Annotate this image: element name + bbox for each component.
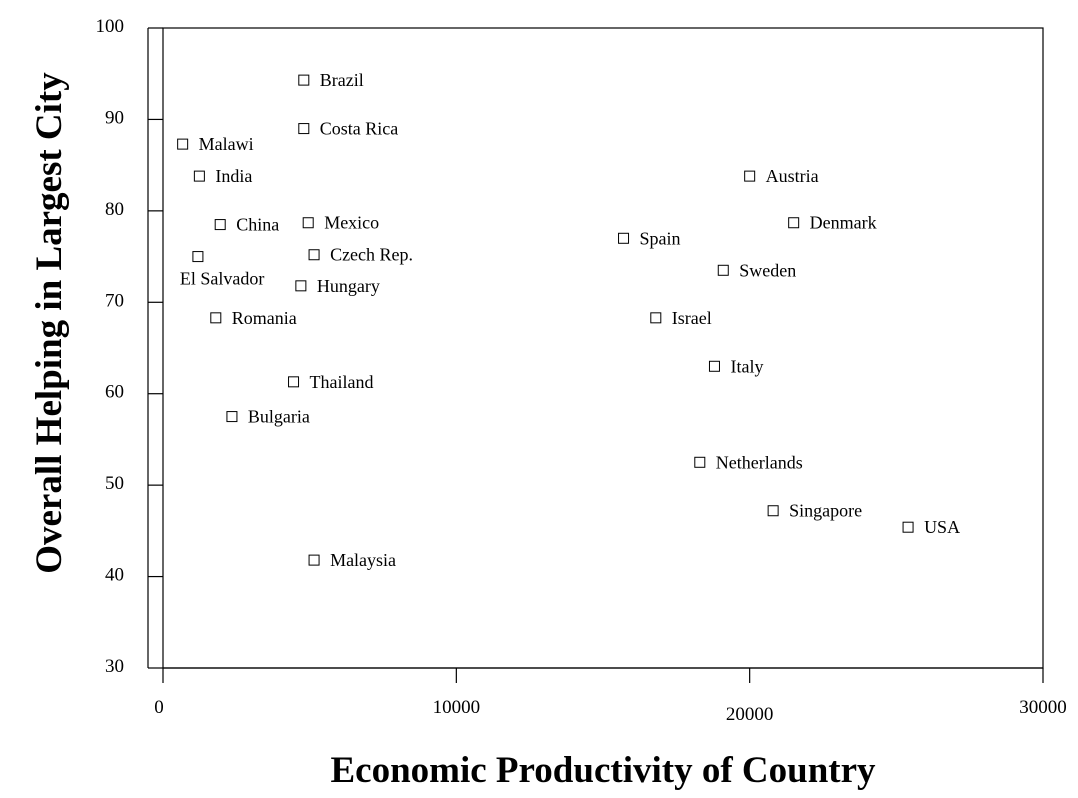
point-label: Spain — [640, 228, 681, 248]
point-marker — [193, 170, 205, 182]
point-marker — [650, 312, 662, 324]
data-point: China — [214, 215, 279, 235]
data-points: Brazil Costa Rica Malawi India Austria China M… — [177, 70, 960, 570]
point-label: Netherlands — [716, 452, 803, 472]
point-marker — [210, 312, 222, 324]
point-label: USA — [924, 517, 960, 537]
point-label: Israel — [672, 308, 712, 328]
point-marker — [717, 264, 729, 276]
y-tick-label: 100 — [96, 16, 125, 37]
point-label: Denmark — [810, 213, 877, 233]
y-axis-title: Overall Helping in Largest City — [29, 72, 70, 574]
data-point: Austria — [744, 166, 819, 186]
x-tick-label: 10000 — [433, 697, 481, 718]
y-tick-label: 60 — [105, 382, 124, 403]
data-point: Netherlands — [694, 452, 803, 472]
data-point: Malaysia — [308, 550, 396, 570]
point-marker — [192, 251, 204, 263]
point-label: Romania — [232, 308, 297, 328]
axes: 30 40 50 60 70 80 90 100 0 10000 20000 30000 — [96, 16, 1067, 725]
data-point: India — [193, 166, 252, 186]
data-point: Thailand — [288, 372, 374, 392]
point-label: Bulgaria — [248, 407, 310, 427]
data-point: Bulgaria — [226, 407, 310, 427]
y-tick-label: 70 — [105, 290, 124, 311]
point-marker — [788, 217, 800, 229]
point-label: Costa Rica — [320, 119, 399, 139]
point-marker — [618, 232, 630, 244]
y-tick-label: 90 — [105, 107, 124, 128]
plot-frame — [162, 27, 1044, 669]
point-marker — [694, 456, 706, 468]
point-label: Hungary — [317, 276, 380, 296]
point-label: Brazil — [320, 70, 364, 90]
point-label: China — [236, 215, 279, 235]
point-label: El Salvador — [180, 269, 264, 289]
x-tick-label: 30000 — [1019, 697, 1067, 718]
data-point: Singapore — [767, 501, 862, 521]
point-label: India — [215, 166, 252, 186]
data-point: Italy — [708, 356, 763, 376]
data-point: Costa Rica — [298, 119, 399, 139]
point-marker — [744, 170, 756, 182]
point-marker — [177, 138, 189, 150]
point-marker — [308, 554, 320, 566]
y-tick-label: 40 — [105, 565, 124, 586]
point-marker — [308, 249, 320, 261]
y-tick-label: 80 — [105, 199, 124, 220]
y-tick-label: 50 — [105, 473, 124, 494]
point-marker — [288, 376, 300, 388]
data-point: USA — [902, 517, 960, 537]
data-point: Israel — [650, 308, 712, 328]
data-point: El Salvador — [180, 251, 264, 289]
data-point: Mexico — [302, 213, 379, 233]
point-label: Italy — [730, 356, 763, 376]
data-point: Brazil — [298, 70, 364, 90]
point-marker — [767, 505, 779, 517]
point-label: Sweden — [739, 260, 796, 280]
data-point: Czech Rep. — [308, 245, 413, 265]
point-marker — [302, 217, 314, 229]
point-marker — [226, 411, 238, 423]
x-axis-title: Economic Productivity of Country — [330, 750, 876, 791]
y-tick-label: 30 — [105, 656, 124, 677]
point-label: Malaysia — [330, 550, 396, 570]
x-tick-label: 20000 — [726, 704, 774, 725]
point-marker — [295, 280, 307, 292]
data-point: Spain — [618, 228, 681, 248]
point-marker — [214, 219, 226, 231]
point-marker — [708, 360, 720, 372]
point-marker — [298, 123, 310, 135]
point-label: Austria — [766, 166, 819, 186]
data-point: Malawi — [177, 134, 254, 154]
point-label: Thailand — [310, 372, 374, 392]
x-tick-label: 0 — [154, 697, 164, 718]
point-marker — [902, 521, 914, 533]
data-point: Hungary — [295, 276, 380, 296]
point-marker — [298, 74, 310, 86]
point-label: Czech Rep. — [330, 245, 413, 265]
data-point: Denmark — [788, 213, 877, 233]
point-label: Mexico — [324, 213, 379, 233]
data-point: Sweden — [717, 260, 796, 280]
data-point: Romania — [210, 308, 297, 328]
point-label: Malawi — [199, 134, 254, 154]
point-label: Singapore — [789, 501, 862, 521]
